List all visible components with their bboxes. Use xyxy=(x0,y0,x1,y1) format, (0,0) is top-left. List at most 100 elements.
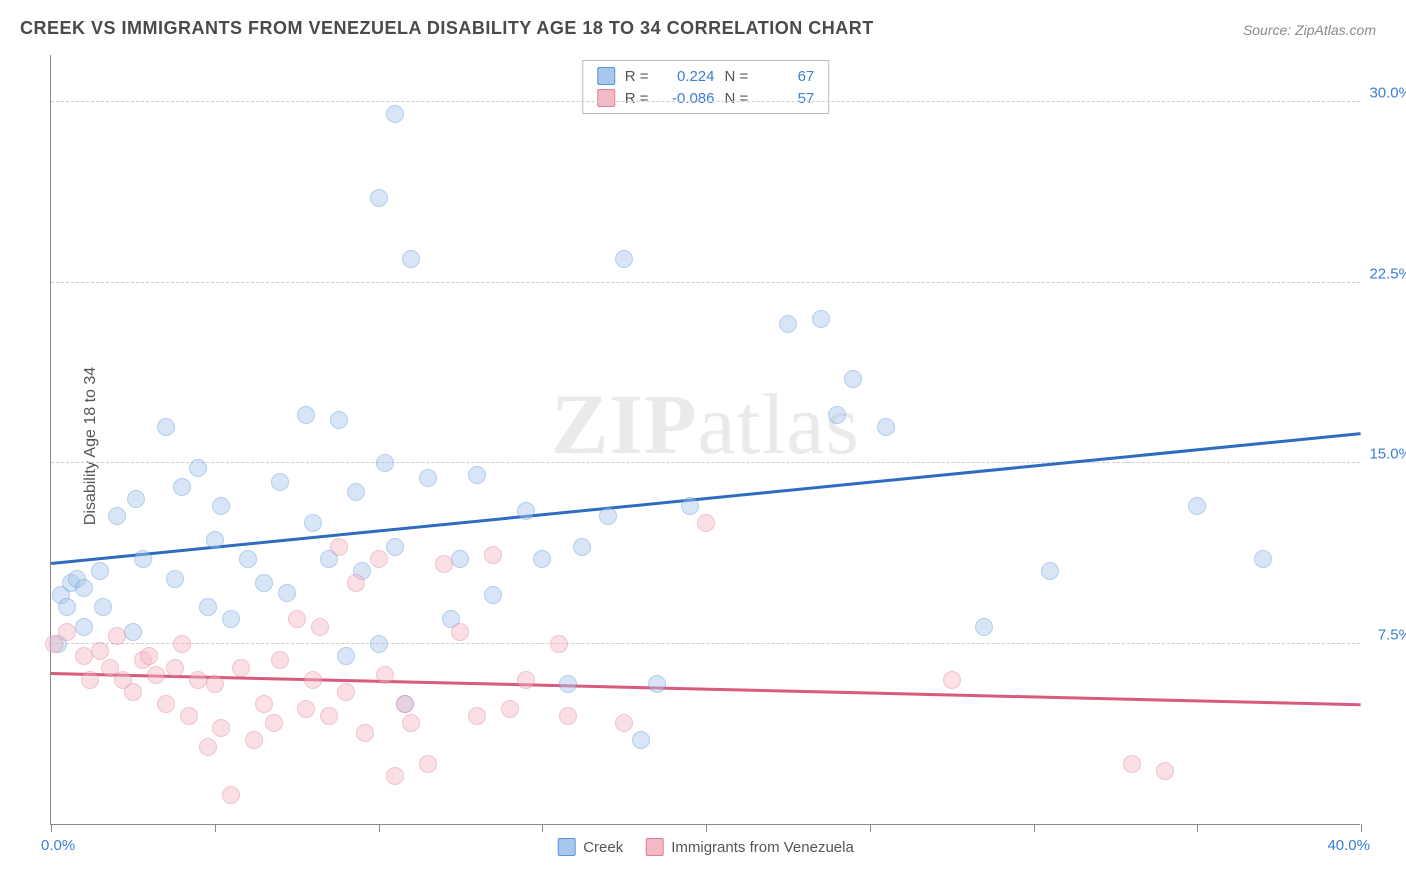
data-point-venezuela xyxy=(140,647,158,665)
data-point-creek xyxy=(533,550,551,568)
x-tick xyxy=(379,824,380,832)
data-point-venezuela xyxy=(166,659,184,677)
data-point-venezuela xyxy=(550,635,568,653)
data-point-creek xyxy=(75,579,93,597)
data-point-creek xyxy=(386,538,404,556)
correlation-legend: R = 0.224 N = 67 R = -0.086 N = 57 xyxy=(582,60,830,114)
data-point-creek xyxy=(779,315,797,333)
data-point-venezuela xyxy=(376,666,394,684)
data-point-creek xyxy=(58,598,76,616)
data-point-creek xyxy=(222,610,240,628)
data-point-venezuela xyxy=(311,618,329,636)
x-tick xyxy=(870,824,871,832)
data-point-creek xyxy=(1254,550,1272,568)
n-label: N = xyxy=(725,90,749,107)
data-point-creek xyxy=(615,250,633,268)
x-axis-min-label: 0.0% xyxy=(41,837,75,854)
data-point-creek xyxy=(157,418,175,436)
data-point-creek xyxy=(330,411,348,429)
scatter-plot-area: ZIPatlas R = 0.224 N = 67 R = -0.086 N =… xyxy=(50,55,1360,825)
r-label: R = xyxy=(625,90,649,107)
data-point-venezuela xyxy=(297,700,315,718)
n-label: N = xyxy=(725,68,749,85)
gridline xyxy=(51,643,1360,644)
data-point-creek xyxy=(573,538,591,556)
data-point-creek xyxy=(108,507,126,525)
data-point-creek xyxy=(681,497,699,515)
y-tick-label: 30.0% xyxy=(1369,85,1406,102)
data-point-creek xyxy=(304,514,322,532)
legend-label-venezuela: Immigrants from Venezuela xyxy=(671,839,854,856)
x-tick xyxy=(542,824,543,832)
gridline xyxy=(51,282,1360,283)
data-point-venezuela xyxy=(419,755,437,773)
data-point-creek xyxy=(451,550,469,568)
y-tick-label: 7.5% xyxy=(1378,626,1406,643)
r-label: R = xyxy=(625,68,649,85)
data-point-creek xyxy=(173,478,191,496)
data-point-creek xyxy=(255,574,273,592)
trend-line-creek xyxy=(51,432,1361,564)
data-point-creek xyxy=(517,502,535,520)
data-point-venezuela xyxy=(402,714,420,732)
data-point-venezuela xyxy=(124,683,142,701)
data-point-creek xyxy=(124,623,142,641)
x-tick xyxy=(1361,824,1362,832)
data-point-creek xyxy=(559,675,577,693)
data-point-venezuela xyxy=(81,671,99,689)
data-point-venezuela xyxy=(180,707,198,725)
data-point-creek xyxy=(386,105,404,123)
legend-row-venezuela: R = -0.086 N = 57 xyxy=(597,87,815,109)
data-point-venezuela xyxy=(245,731,263,749)
data-point-venezuela xyxy=(468,707,486,725)
data-point-creek xyxy=(134,550,152,568)
data-point-venezuela xyxy=(75,647,93,665)
data-point-creek xyxy=(297,406,315,424)
gridline xyxy=(51,101,1360,102)
data-point-creek xyxy=(75,618,93,636)
data-point-venezuela xyxy=(1123,755,1141,773)
data-point-venezuela xyxy=(451,623,469,641)
data-point-venezuela xyxy=(304,671,322,689)
data-point-venezuela xyxy=(484,546,502,564)
data-point-venezuela xyxy=(435,555,453,573)
y-tick-label: 15.0% xyxy=(1369,446,1406,463)
data-point-venezuela xyxy=(173,635,191,653)
gridline xyxy=(51,462,1360,463)
data-point-venezuela xyxy=(347,574,365,592)
x-tick xyxy=(1197,824,1198,832)
data-point-creek xyxy=(376,454,394,472)
x-tick xyxy=(1034,824,1035,832)
data-point-creek xyxy=(212,497,230,515)
data-point-venezuela xyxy=(58,623,76,641)
data-point-venezuela xyxy=(396,695,414,713)
data-point-venezuela xyxy=(157,695,175,713)
data-point-venezuela xyxy=(1156,762,1174,780)
r-value-creek: 0.224 xyxy=(659,68,715,85)
data-point-creek xyxy=(199,598,217,616)
data-point-creek xyxy=(828,406,846,424)
data-point-venezuela xyxy=(943,671,961,689)
data-point-venezuela xyxy=(697,514,715,532)
data-point-venezuela xyxy=(330,538,348,556)
data-point-creek xyxy=(599,507,617,525)
source-attribution: Source: ZipAtlas.com xyxy=(1243,22,1376,38)
data-point-creek xyxy=(370,189,388,207)
data-point-venezuela xyxy=(356,724,374,742)
data-point-venezuela xyxy=(189,671,207,689)
data-point-venezuela xyxy=(206,675,224,693)
data-point-creek xyxy=(1188,497,1206,515)
x-tick xyxy=(51,824,52,832)
data-point-venezuela xyxy=(517,671,535,689)
data-point-venezuela xyxy=(232,659,250,677)
r-value-venezuela: -0.086 xyxy=(659,90,715,107)
data-point-venezuela xyxy=(147,666,165,684)
data-point-venezuela xyxy=(199,738,217,756)
data-point-creek xyxy=(370,635,388,653)
y-tick-label: 22.5% xyxy=(1369,265,1406,282)
data-point-creek xyxy=(468,466,486,484)
data-point-creek xyxy=(189,459,207,477)
data-point-creek xyxy=(91,562,109,580)
legend-item-creek: Creek xyxy=(557,838,623,856)
data-point-venezuela xyxy=(108,627,126,645)
